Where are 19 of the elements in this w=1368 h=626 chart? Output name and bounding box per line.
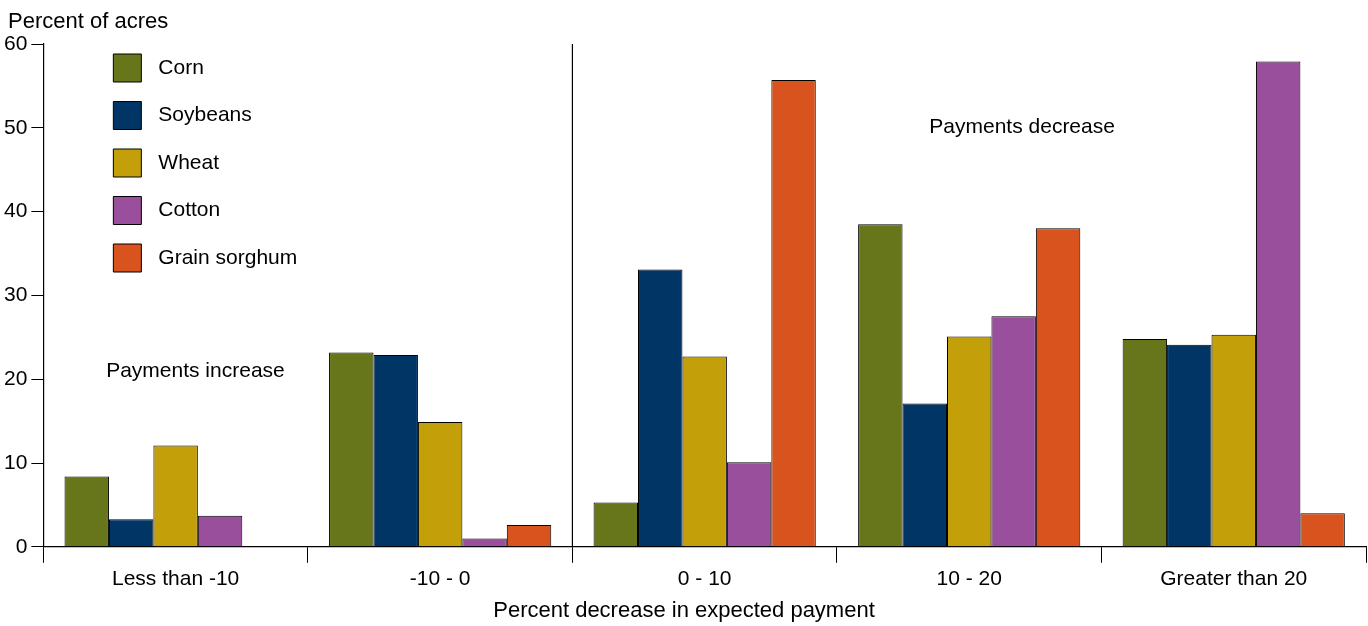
y-tick-label: 0 <box>15 533 28 557</box>
legend-label: Corn <box>158 54 204 78</box>
y-tick-label: 50 <box>4 114 28 138</box>
y-tick-label: 10 <box>4 449 28 473</box>
x-tick-label: 0 - 10 <box>677 566 732 590</box>
x-tick-label: Less than -10 <box>111 566 240 590</box>
x-tick-label: Greater than 20 <box>1160 566 1308 590</box>
y-tick-label: 30 <box>4 282 28 306</box>
x-axis-title: Percent decrease in expected payment <box>492 597 876 623</box>
annotation: Payments increase <box>106 357 285 381</box>
legend-label: Cotton <box>158 197 221 221</box>
x-tick-label: -10 - 0 <box>409 566 471 590</box>
x-tick-label: 10 - 20 <box>936 566 1002 590</box>
y-tick-label: 40 <box>4 198 28 222</box>
annotation: Payments decrease <box>929 113 1115 137</box>
legend-label: Grain sorghum <box>158 244 298 268</box>
legend-label: Wheat <box>158 149 220 173</box>
y-tick-label: 20 <box>4 366 28 389</box>
legend-label: Soybeans <box>158 102 252 126</box>
